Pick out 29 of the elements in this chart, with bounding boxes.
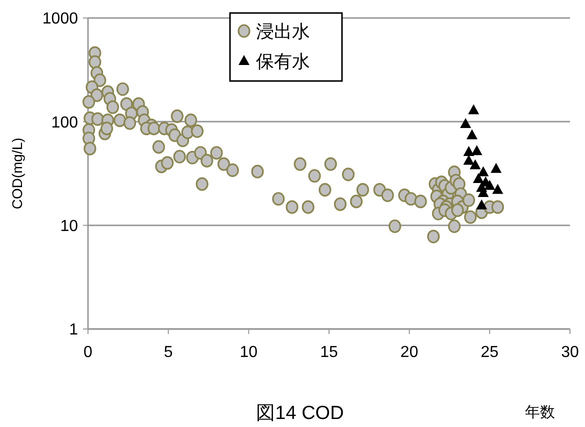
y-tick-label: 1 [69, 322, 78, 339]
x-tick-label: 0 [84, 344, 93, 361]
text: 図14 COD [256, 403, 344, 424]
point [470, 159, 481, 170]
point [476, 199, 488, 210]
legend-label: 保有水 [256, 51, 310, 72]
legend-label: 浸出水 [256, 21, 310, 42]
y-axis-title: COD(mg/L) [9, 138, 25, 210]
point [460, 118, 472, 128]
x-tick-label: 25 [480, 344, 499, 361]
point [478, 166, 489, 176]
point [463, 146, 474, 156]
point [466, 129, 478, 140]
point [492, 184, 504, 194]
y-tick-label: 10 [60, 218, 78, 235]
point [468, 104, 480, 114]
point [490, 162, 502, 173]
x-tick-label: 30 [561, 344, 579, 361]
point [463, 154, 474, 165]
point [471, 145, 482, 156]
y-tick-label: 100 [51, 114, 78, 132]
point [472, 172, 484, 183]
x-tick-label: 5 [164, 344, 173, 361]
point [484, 180, 496, 190]
x-tick-label: 15 [320, 344, 338, 361]
x-tick-label: 20 [400, 344, 418, 361]
y-tick-label: 1000 [42, 10, 78, 28]
x-tick-label: 10 [240, 344, 258, 361]
x-axis-title: 年数 [525, 404, 555, 421]
